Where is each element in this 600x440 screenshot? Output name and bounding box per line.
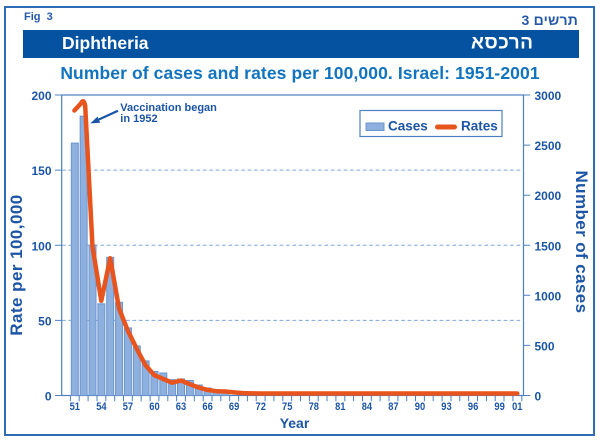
svg-text:96: 96 (468, 401, 478, 413)
svg-text:1000: 1000 (535, 289, 562, 303)
svg-text:01: 01 (512, 401, 522, 413)
svg-text:2000: 2000 (535, 189, 562, 203)
svg-text:200: 200 (31, 89, 51, 103)
svg-text:Rates: Rates (461, 119, 498, 134)
svg-text:2500: 2500 (535, 139, 562, 153)
svg-text:72: 72 (256, 401, 266, 413)
svg-text:Year: Year (280, 415, 310, 431)
svg-text:51: 51 (70, 401, 80, 413)
svg-text:93: 93 (441, 401, 451, 413)
svg-text:54: 54 (96, 401, 107, 413)
svg-text:in 1952: in 1952 (120, 113, 157, 125)
svg-text:99: 99 (494, 401, 504, 413)
svg-text:69: 69 (229, 401, 239, 413)
svg-text:Vaccination began: Vaccination began (120, 102, 217, 114)
svg-text:0: 0 (45, 390, 52, 404)
svg-text:78: 78 (309, 401, 319, 413)
svg-text:Rate per 100,000: Rate per 100,000 (7, 194, 26, 335)
svg-text:87: 87 (388, 401, 398, 413)
svg-text:57: 57 (123, 401, 133, 413)
svg-text:Cases: Cases (388, 119, 428, 134)
svg-text:84: 84 (362, 401, 373, 413)
svg-text:0: 0 (535, 390, 542, 404)
svg-text:66: 66 (202, 401, 212, 413)
svg-text:60: 60 (149, 401, 159, 413)
svg-text:90: 90 (415, 401, 425, 413)
svg-text:75: 75 (282, 401, 292, 413)
svg-text:63: 63 (176, 401, 186, 413)
svg-text:500: 500 (535, 339, 555, 353)
svg-text:100: 100 (31, 239, 51, 253)
svg-text:1500: 1500 (535, 239, 562, 253)
svg-text:Number of cases: Number of cases (572, 171, 591, 314)
svg-text:50: 50 (38, 314, 52, 328)
svg-text:150: 150 (31, 164, 51, 178)
svg-text:81: 81 (335, 401, 345, 413)
svg-text:3000: 3000 (535, 89, 562, 103)
